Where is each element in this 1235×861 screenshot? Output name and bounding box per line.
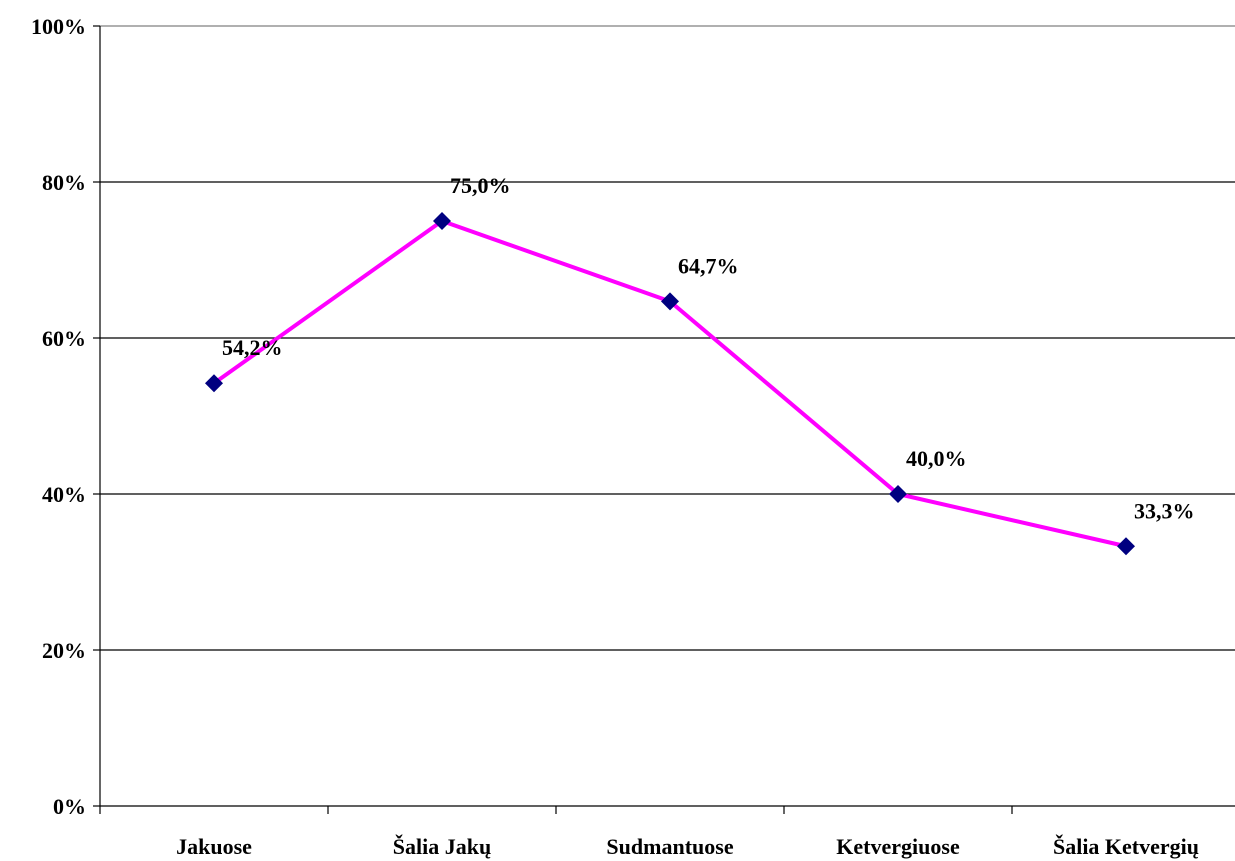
y-tick-label: 100%	[31, 14, 86, 39]
y-tick-label: 80%	[42, 170, 86, 195]
series-line	[212, 218, 1127, 549]
y-tick-label: 40%	[42, 482, 86, 507]
data-point	[1117, 537, 1135, 556]
data-label: 40,0%	[906, 446, 967, 471]
y-tick-label: 20%	[42, 638, 86, 663]
data-labels: 54,2% 75,0% 64,7% 40,0% 33,3%	[222, 173, 1195, 523]
data-point	[661, 292, 679, 311]
y-tick-label: 60%	[42, 326, 86, 351]
x-tick-label: Šalia Jakų	[393, 834, 491, 859]
x-tick-label: Ketvergiuose	[836, 834, 960, 859]
series-line-layer	[212, 218, 1127, 549]
data-point	[433, 212, 451, 230]
x-tick-label: Jakuose	[176, 834, 252, 859]
axes	[93, 25, 1235, 814]
x-tick-label: Sudmantuose	[606, 834, 733, 859]
gridlines	[100, 25, 1235, 651]
data-label: 64,7%	[678, 253, 739, 278]
x-tick-label: Šalia Ketvergių	[1053, 834, 1199, 859]
y-tick-labels: 0% 20% 40% 60% 80% 100%	[31, 14, 86, 819]
x-tick-labels: Jakuose Šalia Jakų Sudmantuose Ketvergiuose…	[176, 834, 1199, 859]
data-label: 33,3%	[1134, 498, 1195, 523]
y-tick-label: 0%	[53, 794, 86, 819]
data-point	[889, 485, 907, 503]
data-label: 54,2%	[222, 335, 283, 360]
data-label: 75,0%	[450, 173, 511, 198]
data-markers	[205, 212, 1135, 556]
data-point	[205, 374, 223, 393]
